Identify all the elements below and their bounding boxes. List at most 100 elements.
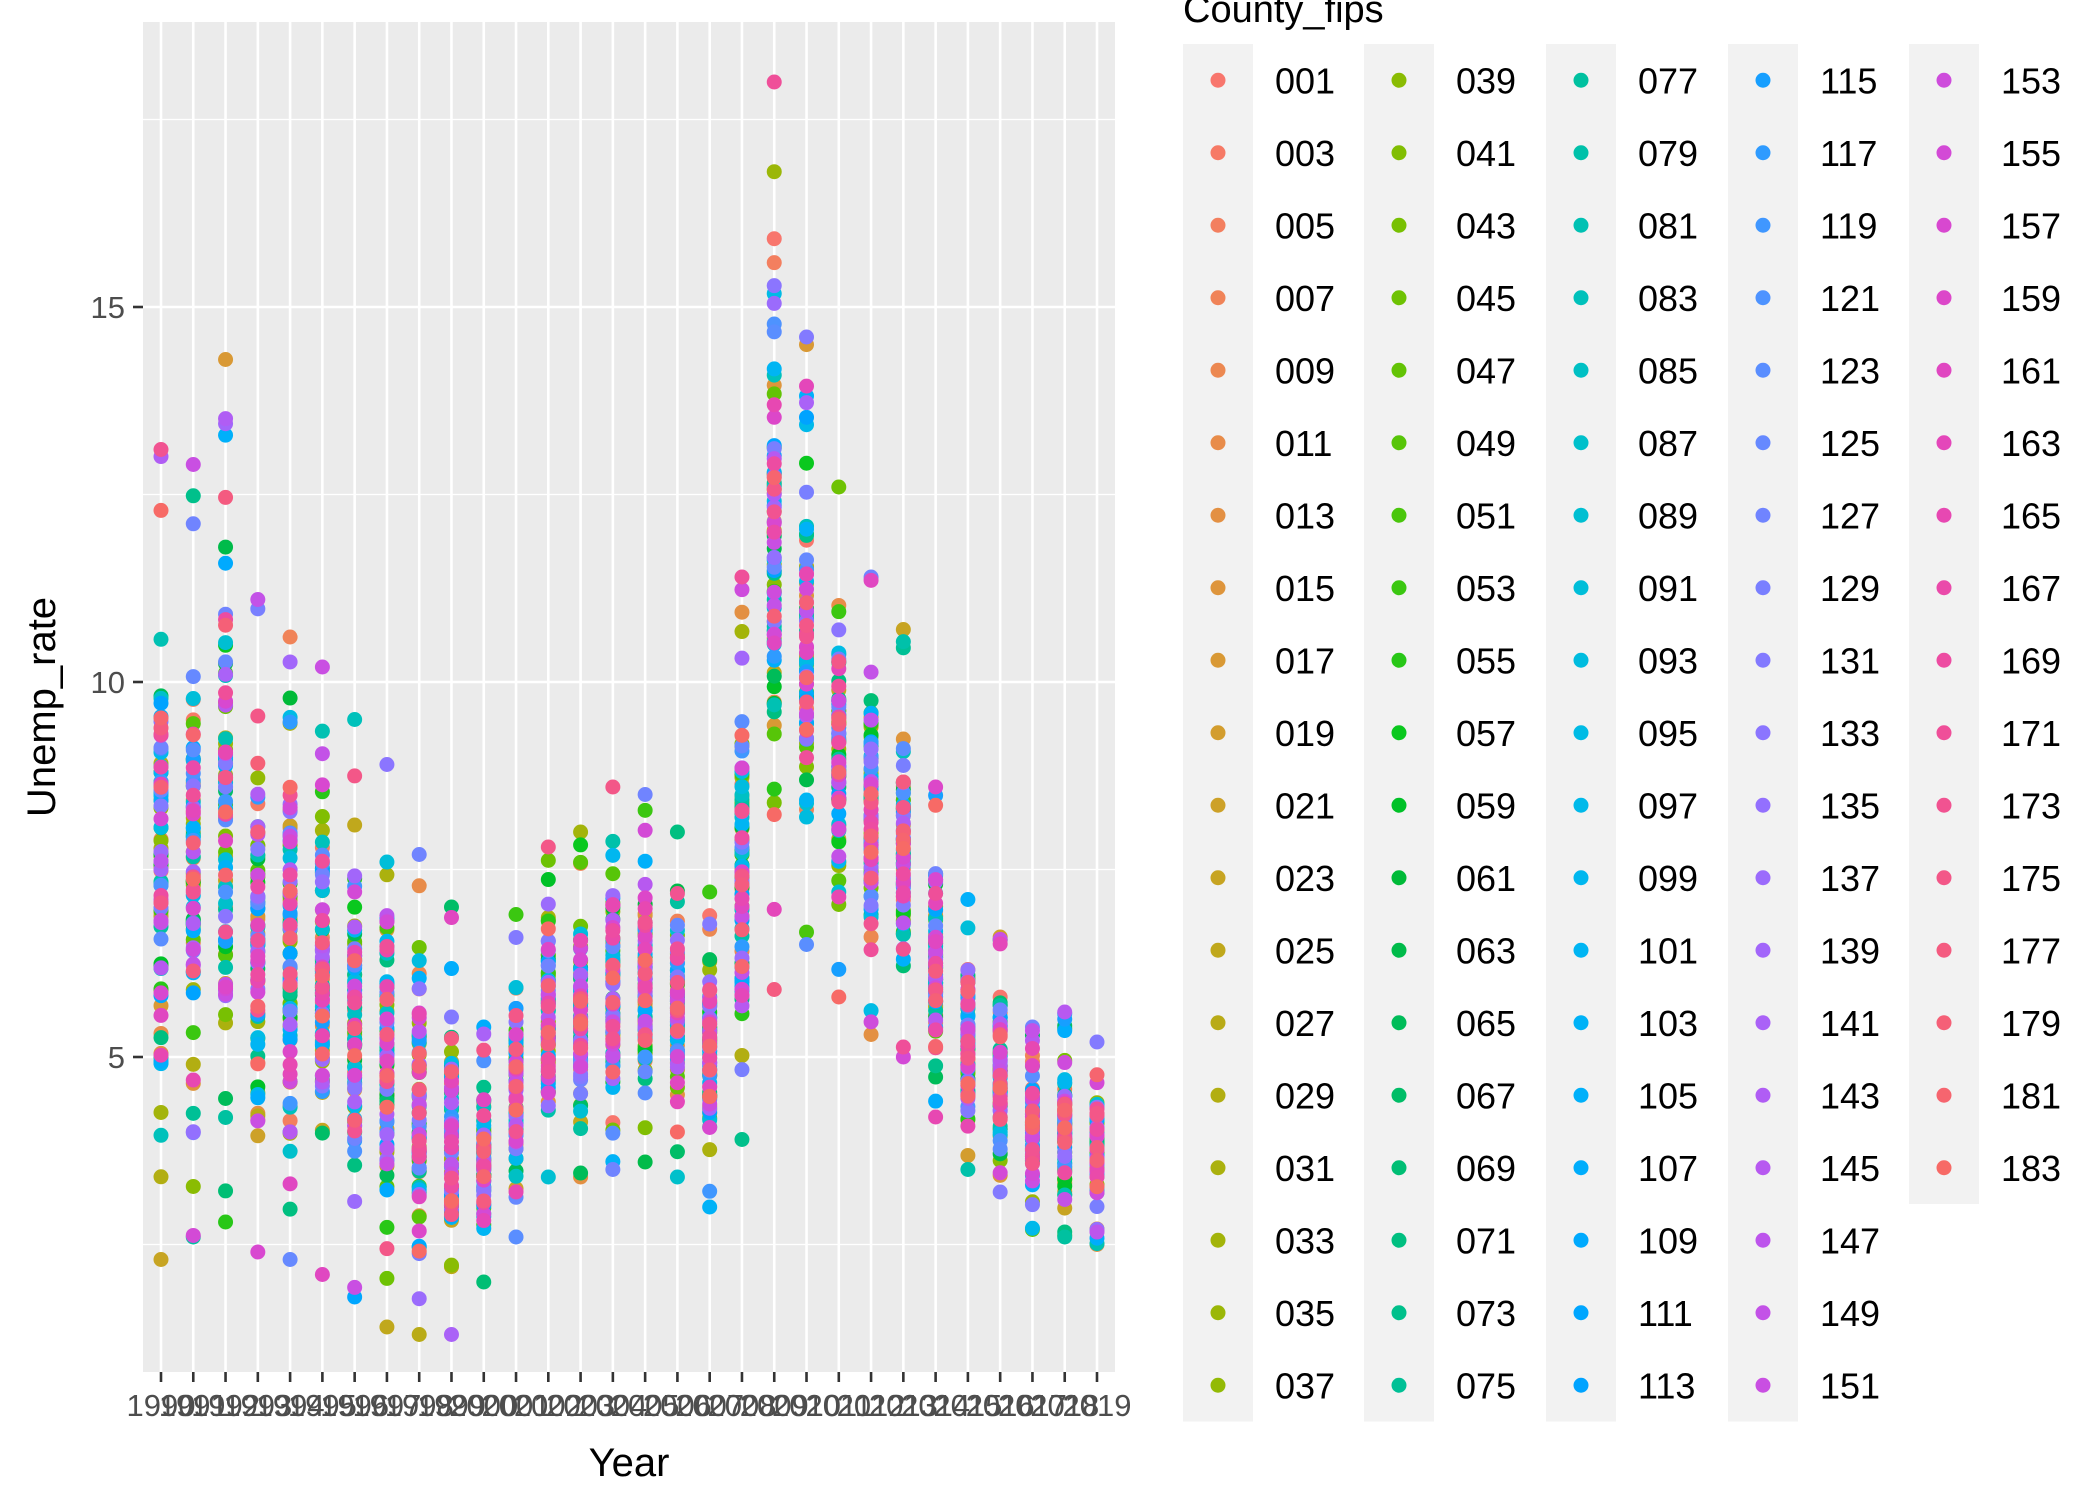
legend-marker xyxy=(1573,362,1589,378)
data-point xyxy=(637,966,653,982)
data-point xyxy=(218,793,234,809)
data-point xyxy=(250,824,266,840)
legend-label: 173 xyxy=(2001,785,2061,826)
legend-marker xyxy=(1755,72,1771,88)
data-point xyxy=(540,1098,556,1114)
data-point xyxy=(185,942,201,958)
data-point xyxy=(573,952,589,968)
legend-marker xyxy=(1210,72,1226,88)
legend-label: 003 xyxy=(1275,133,1335,174)
data-point xyxy=(185,803,201,819)
legend-marker xyxy=(1210,1015,1226,1031)
data-point xyxy=(540,921,556,937)
x-tick-label: 2018 xyxy=(1030,1388,1099,1423)
data-point xyxy=(250,998,266,1014)
data-point xyxy=(508,1059,524,1075)
data-point xyxy=(476,1042,492,1058)
data-point xyxy=(895,622,911,637)
legend-marker xyxy=(1210,942,1226,958)
data-point xyxy=(573,1121,589,1137)
data-point xyxy=(153,1030,169,1046)
x-tick-label: 1993 xyxy=(223,1388,292,1423)
data-point xyxy=(282,917,298,933)
data-point xyxy=(960,1021,976,1037)
legend-marker xyxy=(1936,1015,1952,1031)
data-point xyxy=(411,1058,427,1074)
data-point xyxy=(669,885,685,901)
data-point xyxy=(282,1113,298,1129)
data-point xyxy=(476,1053,492,1069)
data-point xyxy=(702,1049,718,1065)
legend-label: 143 xyxy=(1820,1075,1880,1116)
legend-marker xyxy=(1573,1232,1589,1248)
data-point xyxy=(895,741,911,757)
data-point xyxy=(185,900,201,916)
legend-marker xyxy=(1391,290,1407,306)
x-tick-label: 2011 xyxy=(805,1388,872,1423)
data-point xyxy=(250,786,266,802)
data-point xyxy=(411,1327,427,1342)
data-point xyxy=(799,595,815,611)
legend-marker xyxy=(1210,1160,1226,1176)
y-tick-label: 10 xyxy=(91,665,125,700)
legend-title: County_fips xyxy=(1183,0,1384,31)
legend-label: 133 xyxy=(1820,713,1880,754)
data-point xyxy=(476,1274,492,1290)
data-point xyxy=(153,1127,169,1143)
data-point xyxy=(218,654,234,670)
data-point xyxy=(573,1103,589,1119)
data-point xyxy=(637,853,653,869)
legend-label: 109 xyxy=(1638,1220,1698,1261)
legend-marker xyxy=(1573,725,1589,741)
legend-marker xyxy=(1755,1160,1771,1176)
data-point xyxy=(1089,1105,1105,1121)
legend-label: 127 xyxy=(1820,495,1880,536)
data-point xyxy=(379,1027,395,1043)
data-point xyxy=(766,901,782,917)
data-point xyxy=(766,648,782,664)
legend-label: 095 xyxy=(1638,713,1698,754)
data-point xyxy=(185,1105,201,1121)
data-point xyxy=(153,912,169,928)
data-point xyxy=(218,1214,234,1230)
data-point xyxy=(766,295,782,311)
data-point xyxy=(863,693,879,709)
data-point xyxy=(282,966,298,982)
data-point xyxy=(476,1213,492,1229)
data-point xyxy=(863,786,879,802)
data-point xyxy=(314,913,330,929)
legend-label: 167 xyxy=(2001,568,2061,609)
data-point xyxy=(314,979,330,995)
data-point xyxy=(605,866,621,882)
data-point xyxy=(250,592,266,607)
data-point xyxy=(702,1119,718,1135)
legend-label: 135 xyxy=(1820,785,1880,826)
x-tick-label: 2016 xyxy=(966,1388,1035,1423)
y-axis-title: Unemp_rate xyxy=(20,597,64,817)
x-tick-label: 2001 xyxy=(482,1388,551,1423)
data-point xyxy=(895,941,911,957)
data-point xyxy=(282,714,298,730)
legend-label: 159 xyxy=(2001,278,2061,319)
legend-label: 019 xyxy=(1275,713,1335,754)
data-point xyxy=(734,582,750,598)
data-point xyxy=(379,979,395,995)
data-point xyxy=(443,1207,459,1223)
legend-marker xyxy=(1936,580,1952,596)
data-point xyxy=(250,1113,266,1129)
data-point xyxy=(734,939,750,955)
data-point xyxy=(960,1088,976,1104)
legend-marker xyxy=(1210,290,1226,306)
legend-marker xyxy=(1210,217,1226,233)
data-point xyxy=(379,1241,395,1257)
legend-label: 041 xyxy=(1456,133,1516,174)
legend-label: 115 xyxy=(1820,60,1877,101)
data-point xyxy=(1024,1114,1040,1130)
x-tick-label: 2002 xyxy=(514,1388,583,1423)
data-point xyxy=(799,484,815,500)
data-point xyxy=(799,705,815,721)
data-point xyxy=(992,1091,1008,1107)
legend-marker xyxy=(1936,145,1952,161)
data-point xyxy=(734,998,750,1014)
data-point xyxy=(734,779,750,795)
